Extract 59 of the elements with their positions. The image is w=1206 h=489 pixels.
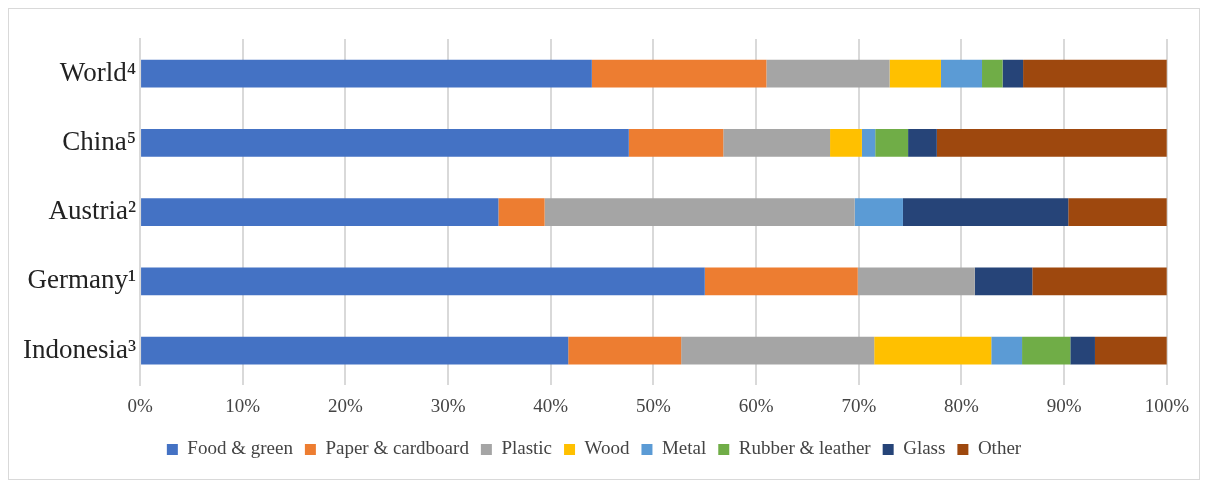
x-tick-label: 40% [533,394,569,416]
legend-label: Plastic [501,437,553,459]
bar [723,129,831,157]
bar [568,336,682,365]
bar [854,198,903,226]
y-tick-label: Germany¹ [27,264,137,295]
x-tick-label: 80% [944,394,980,416]
bar [141,267,705,296]
bar [908,129,937,157]
bar [628,129,724,157]
bar [982,59,1003,88]
legend-label: Rubber & leather [738,437,872,459]
x-tick-label: 30% [430,394,466,416]
bar [1022,336,1071,365]
bar [991,336,1023,365]
bar [936,129,1167,157]
bar [766,59,890,88]
bar [1023,59,1167,88]
y-tick-label: Indonesia³ [23,333,137,364]
bar [857,267,975,296]
bar [141,129,629,157]
x-tick-label: 20% [328,394,363,416]
y-tick-label: Austria² [48,195,137,226]
bar [1070,336,1095,365]
y-tick-label: World⁴ [59,56,137,87]
legend-label: Wood [584,437,630,459]
bar [498,198,545,226]
x-tick-label: 90% [1046,394,1082,416]
x-tick-label: 60% [738,394,774,416]
bar [141,59,592,88]
legend-label: Other [977,437,1022,459]
legend-label: Metal [661,437,707,459]
legend-label: Paper & cardboard [325,437,470,459]
bar [902,198,1069,226]
x-tick-label: 100% [1144,394,1190,416]
bar [1094,336,1167,365]
y-tick-label: China⁵ [62,125,137,156]
bar [1068,198,1167,226]
x-tick-label: 50% [636,394,672,416]
bar [591,59,767,88]
x-tick-label: 10% [225,394,261,416]
bar [141,198,499,226]
bar [1032,267,1167,296]
bar [830,129,862,157]
bar [861,129,876,157]
x-tick-label: 70% [841,394,877,416]
x-tick-label: 0% [127,394,153,416]
bar [704,267,858,296]
bar [681,336,875,365]
bar [141,336,569,365]
bar [974,267,1033,296]
bar [544,198,855,226]
bar [940,59,983,88]
bar [875,129,909,157]
bar [889,59,941,88]
legend-label: Food & green [187,437,294,459]
bar [1002,59,1024,88]
legend-label: Glass [903,437,946,459]
bar [874,336,992,365]
